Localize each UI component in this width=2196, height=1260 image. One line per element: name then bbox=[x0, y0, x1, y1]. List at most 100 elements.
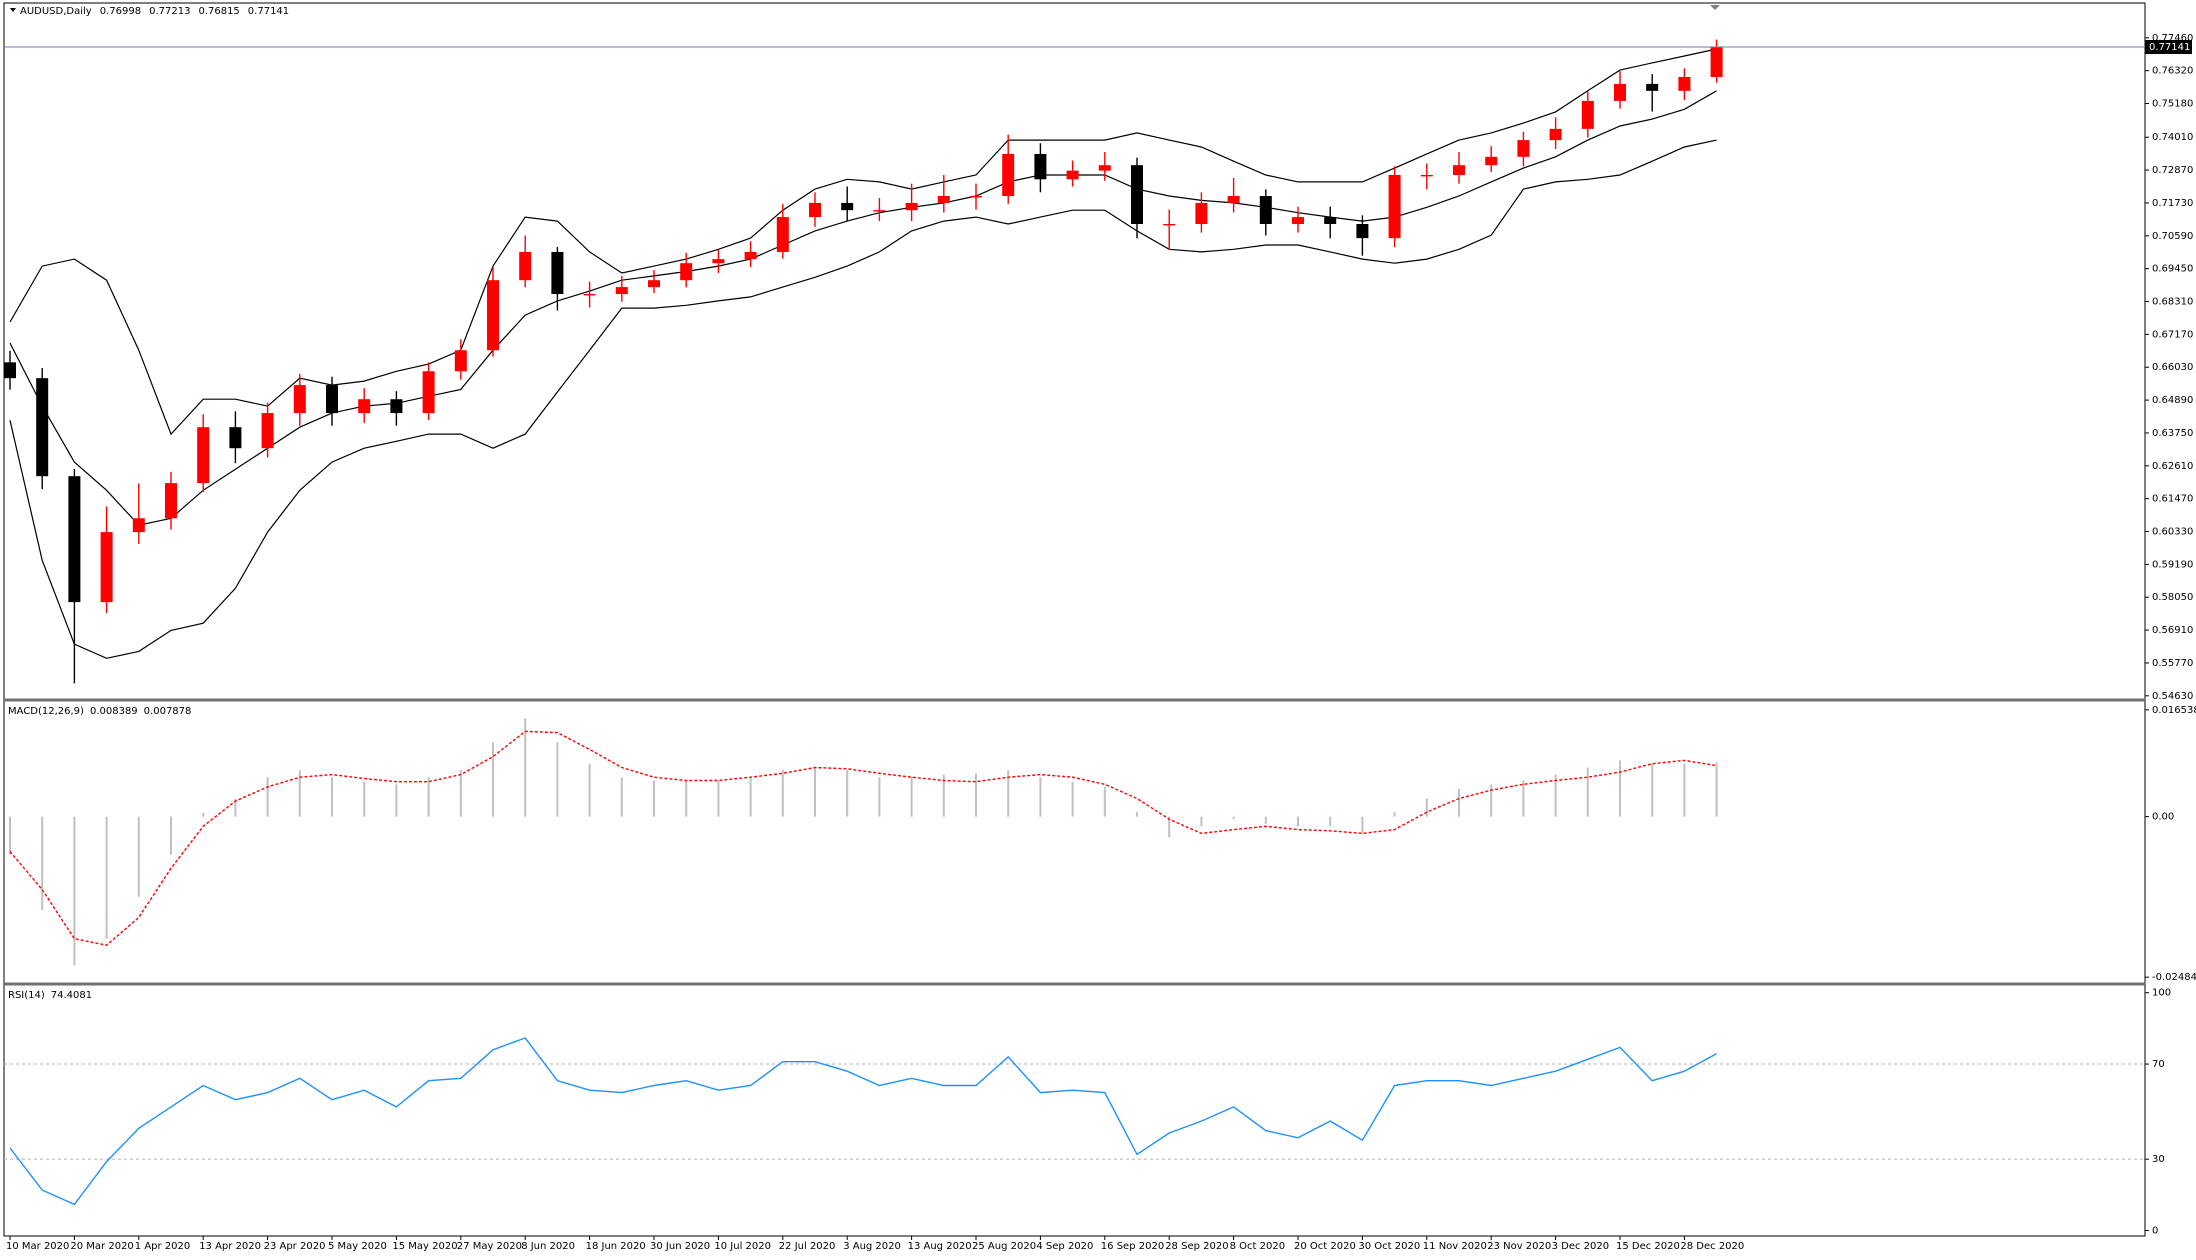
macd-bar bbox=[1715, 762, 1718, 817]
macd-bar bbox=[1168, 816, 1171, 838]
macd-bar bbox=[1683, 763, 1686, 817]
x-tick-label: 28 Dec 2020 bbox=[1680, 1241, 1744, 1252]
candle-body bbox=[1549, 128, 1562, 141]
y-tick-label: 70 bbox=[2152, 1059, 2165, 1070]
y-tick-label: -0.024849 bbox=[2152, 972, 2196, 983]
macd-bar bbox=[846, 770, 849, 817]
candle-body bbox=[809, 202, 821, 218]
x-tick-label: 13 Aug 2020 bbox=[908, 1241, 972, 1252]
shift-marker[interactable] bbox=[1710, 5, 1720, 10]
candle-body bbox=[744, 251, 757, 260]
rsi-line bbox=[9, 1037, 1717, 1206]
candle-body bbox=[1581, 100, 1594, 129]
y-tick-label: 0.59190 bbox=[2152, 559, 2193, 570]
candle-body bbox=[776, 217, 789, 252]
current-price-label: 0.77141 bbox=[2149, 42, 2190, 53]
x-tick-label: 10 Mar 2020 bbox=[6, 1241, 69, 1252]
x-tick-label: 23 Apr 2020 bbox=[264, 1241, 326, 1252]
candle-body bbox=[1678, 76, 1691, 91]
candle-body bbox=[1098, 165, 1111, 171]
macd-bar bbox=[653, 780, 655, 817]
macd-bar bbox=[137, 816, 140, 897]
candle-body bbox=[712, 259, 725, 264]
x-tick-label: 11 Nov 2020 bbox=[1423, 1241, 1487, 1252]
macd-bar bbox=[1200, 816, 1203, 827]
header: AUDUSD,Daily 0.76998 0.77213 0.76815 0.77141 bbox=[20, 6, 289, 17]
y-tick-label: 0.62610 bbox=[2152, 461, 2193, 472]
candle-body bbox=[261, 413, 274, 449]
candle-body bbox=[841, 202, 854, 211]
y-tick-label: 0.75180 bbox=[2152, 99, 2193, 110]
candle-body bbox=[1002, 153, 1015, 197]
candle-body bbox=[100, 532, 113, 603]
macd-bar bbox=[395, 784, 398, 817]
macd-bar bbox=[1297, 816, 1299, 827]
y-tick-label: 0.00 bbox=[2152, 812, 2174, 823]
candle-body bbox=[1066, 170, 1079, 180]
macd-bar bbox=[1329, 816, 1332, 827]
candle-body bbox=[132, 518, 145, 533]
macd-bar bbox=[105, 816, 108, 939]
macd-bar bbox=[620, 777, 623, 817]
ohlc-value: 0.76815 bbox=[198, 6, 239, 17]
indicator-label: RSI(14) 74.4081 bbox=[8, 990, 92, 1001]
macd-bar bbox=[331, 777, 333, 817]
y-tick-label: 0.70590 bbox=[2152, 231, 2193, 242]
candle-body bbox=[680, 263, 693, 281]
macd-bar bbox=[588, 763, 591, 817]
x-tick-label: 3 Aug 2020 bbox=[843, 1241, 901, 1252]
candle-body bbox=[487, 280, 499, 351]
y-tick-label: 0.71730 bbox=[2152, 198, 2193, 209]
y-tick-label: 0.54630 bbox=[2152, 691, 2193, 702]
x-tick-label: 1 Apr 2020 bbox=[135, 1241, 190, 1252]
candle-body bbox=[454, 350, 467, 372]
macd-bar bbox=[975, 773, 977, 817]
indicator-name: RSI(14) bbox=[8, 990, 45, 1001]
candle-body bbox=[1227, 196, 1240, 203]
candle-body bbox=[1710, 47, 1723, 77]
y-tick-label: 0.63750 bbox=[2152, 428, 2193, 439]
candle-body bbox=[197, 427, 210, 484]
macd-bar bbox=[1586, 767, 1589, 817]
macd-bar bbox=[1103, 786, 1106, 817]
macd-bar bbox=[685, 780, 688, 817]
y-tick-label: 0.55770 bbox=[2152, 658, 2193, 669]
menu-triangle[interactable] bbox=[10, 8, 16, 12]
candle-body bbox=[358, 399, 371, 414]
y-tick-label: 0.67170 bbox=[2152, 329, 2193, 340]
indicator-label: MACD(12,26,9) 0.008389 0.007878 bbox=[8, 706, 191, 717]
macd-bar bbox=[814, 767, 816, 817]
x-tick-label: 15 May 2020 bbox=[392, 1241, 457, 1252]
candle-body bbox=[293, 385, 306, 414]
candle-body bbox=[937, 196, 950, 203]
macd-bar bbox=[1264, 816, 1267, 824]
candle-body bbox=[1131, 165, 1143, 224]
x-tick-label: 10 Jul 2020 bbox=[714, 1241, 771, 1252]
macd-bar bbox=[1554, 774, 1557, 817]
candle-body bbox=[1163, 223, 1176, 226]
y-tick-label: 0.68310 bbox=[2152, 297, 2193, 308]
macd-bar bbox=[73, 816, 76, 966]
macd-bar bbox=[1619, 760, 1621, 817]
macd-bar bbox=[363, 781, 366, 817]
candle-body bbox=[390, 399, 403, 414]
macd-bar bbox=[170, 816, 172, 855]
macd-bar bbox=[1651, 763, 1654, 817]
macd-bar bbox=[1522, 780, 1525, 817]
macd-bar bbox=[1232, 816, 1235, 820]
candle-body bbox=[970, 196, 982, 198]
candle-body bbox=[1420, 174, 1433, 177]
macd-bar bbox=[9, 816, 11, 855]
ohlc-value: 0.77141 bbox=[248, 6, 289, 17]
candle-body bbox=[1195, 202, 1208, 224]
macd-bar bbox=[878, 777, 881, 817]
macd-bar bbox=[1071, 781, 1074, 817]
candle-body bbox=[1324, 217, 1337, 224]
candle-body bbox=[229, 427, 242, 449]
x-tick-label: 3 Dec 2020 bbox=[1552, 1241, 1610, 1252]
x-tick-label: 22 Jul 2020 bbox=[779, 1241, 836, 1252]
macd-bar bbox=[1393, 812, 1396, 817]
x-tick-label: 5 May 2020 bbox=[328, 1241, 387, 1252]
macd-bar bbox=[41, 816, 44, 911]
